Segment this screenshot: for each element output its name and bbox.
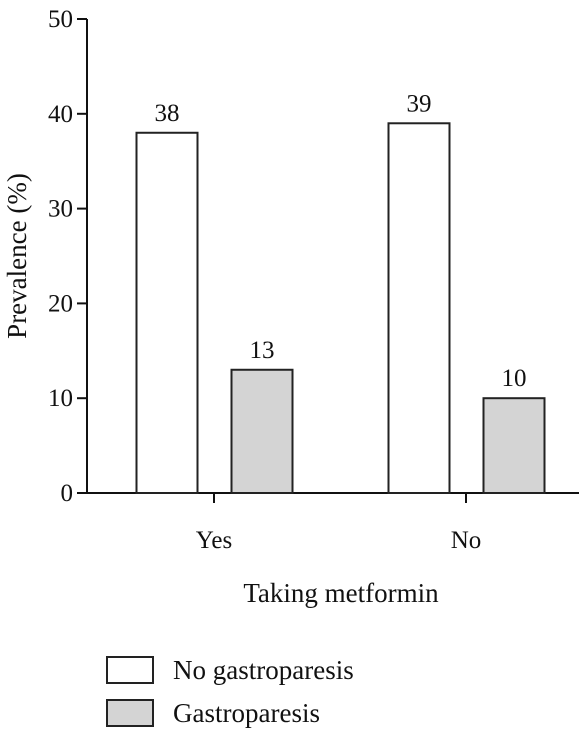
x-axis-title: Taking metformin <box>243 578 439 608</box>
y-axis-title: Prevalence (%) <box>2 173 32 339</box>
y-tick-label: 10 <box>48 385 73 412</box>
x-tick-label: No <box>451 527 482 554</box>
data-label: 13 <box>250 337 275 364</box>
legend-label: Gastroparesis <box>173 698 320 728</box>
data-label: 38 <box>155 100 180 127</box>
y-tick-label: 0 <box>61 480 74 507</box>
y-tick-label: 40 <box>48 101 73 128</box>
y-tick-label: 20 <box>48 290 73 317</box>
data-labels: 38 13 39 10 <box>155 90 527 392</box>
y-tick-label: 30 <box>48 196 73 223</box>
legend-label: No gastroparesis <box>173 655 354 685</box>
bar-gastroparesis-no <box>482 397 546 495</box>
y-tick-label: 50 <box>48 6 73 33</box>
axes: 0 10 20 30 40 50 Yes No <box>48 6 579 554</box>
legend: No gastroparesis Gastroparesis <box>106 655 354 728</box>
bar-no-gastroparesis-no <box>387 122 451 494</box>
legend-swatch <box>106 699 154 727</box>
bar-gastroparesis-yes <box>230 368 294 495</box>
data-label: 10 <box>502 365 527 392</box>
legend-swatch <box>106 656 154 684</box>
x-tick-label: Yes <box>196 527 232 554</box>
data-label: 39 <box>407 90 432 117</box>
bar-no-gastroparesis-yes <box>135 131 199 494</box>
bars <box>135 122 546 495</box>
